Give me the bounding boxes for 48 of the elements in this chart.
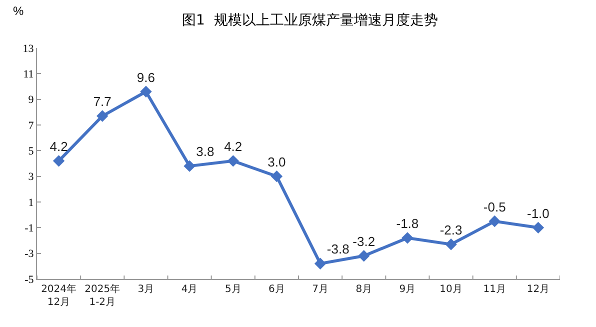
y-tick-label: -5 (24, 274, 34, 286)
data-label: 3.8 (196, 144, 214, 160)
chart-title: 图1 规模以上工业原煤产量增速月度走势 (182, 12, 438, 29)
point (52, 155, 65, 167)
data-label: -3.2 (352, 234, 376, 250)
data-label: -2.3 (440, 222, 462, 238)
y-tick-label: 3 (28, 171, 34, 184)
point (96, 110, 108, 122)
y-tick-label: 13 (22, 42, 34, 55)
data-label: -3.8 (326, 242, 350, 257)
x-tick-label: 7月 (312, 284, 328, 295)
x-tick-label: 5月 (224, 284, 242, 295)
y-tick-label: 5 (28, 146, 34, 158)
x-tick-label: 2025年 1-2月 (84, 283, 120, 308)
x-tick-label: 8月 (356, 284, 372, 295)
y-tick-label: 11 (23, 68, 34, 81)
data-label: 7.7 (93, 94, 112, 110)
point (140, 86, 152, 98)
x-tick-label: 9月 (399, 284, 416, 295)
y-tick-label: 9 (28, 94, 34, 106)
point (184, 160, 196, 172)
data-label: -1.0 (527, 206, 550, 221)
data-label: 4.2 (50, 139, 68, 154)
x-tick-label: 12月 (526, 284, 550, 295)
x-tick-label: 4月 (181, 284, 198, 295)
data-label: -0.5 (483, 199, 506, 214)
x-tick-label: 2024年 12月 (41, 283, 77, 308)
data-label: 9.6 (136, 70, 155, 85)
point (445, 238, 457, 250)
y-axis-title: % (13, 4, 24, 18)
y-tick-label: -3 (24, 248, 34, 260)
x-tick-label: 10月 (440, 284, 462, 295)
point (314, 258, 326, 270)
point (532, 222, 544, 234)
point (358, 250, 370, 262)
x-tick-label: 11月 (483, 284, 506, 295)
x-tick-label: 6月 (268, 284, 285, 295)
data-label: 3.0 (268, 154, 286, 170)
point (402, 232, 414, 244)
y-tick-label: 7 (28, 120, 34, 132)
y-tick-label: -1 (24, 222, 34, 235)
y-tick-label: 1 (28, 196, 34, 209)
x-tick-label: 3月 (138, 284, 154, 295)
point (227, 155, 239, 167)
data-label: 4.2 (224, 139, 242, 154)
point (270, 170, 283, 182)
data-label: -1.8 (396, 216, 419, 232)
point (488, 215, 500, 228)
